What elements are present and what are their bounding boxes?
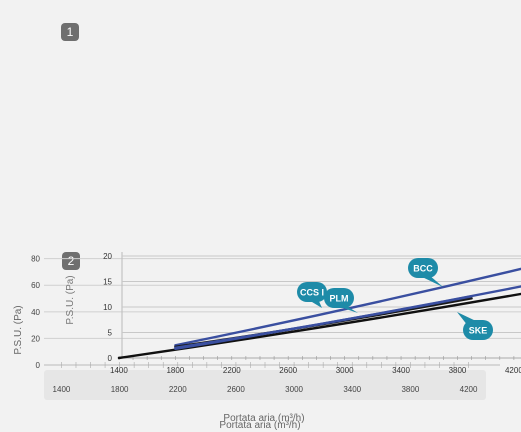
bg-x-tick-label: 3000 xyxy=(285,385,303,394)
callout-bcc xyxy=(408,258,438,278)
fg-x-tick-label: 2600 xyxy=(279,366,297,375)
bg-y-tick-label: 60 xyxy=(31,281,40,290)
fg-x-tick-label: 3000 xyxy=(336,366,354,375)
fg-x-tick-label: 3800 xyxy=(449,366,467,375)
bg-x-axis-label: Portata aria (m³/h) xyxy=(219,420,300,431)
fg-y-tick-label: 20 xyxy=(103,252,112,261)
bg-x-tick-label: 2200 xyxy=(169,385,187,394)
series-line-unnamed-4 xyxy=(174,285,521,351)
fg-x-tick-label: 4200 xyxy=(505,366,521,375)
fg-y-tick-label: 10 xyxy=(103,303,112,312)
bg-x-tick-label: 2600 xyxy=(227,385,245,394)
bg-x-tick-label: 1800 xyxy=(111,385,129,394)
series-line-bcc xyxy=(174,267,521,347)
fg-y-axis-label: P.S.U. (Pa) xyxy=(65,275,76,324)
bg-x-tick-label: 3800 xyxy=(401,385,419,394)
fg-x-tick-label: 1400 xyxy=(110,366,128,375)
fg-y-tick-label: 5 xyxy=(108,329,113,338)
callout-ske-label: SKE xyxy=(469,326,488,336)
bg-y-axis-label: P.S.U. (Pa) xyxy=(13,305,24,354)
bg-x-tick-label: 1400 xyxy=(53,385,71,394)
series-line-ske xyxy=(117,292,521,360)
fg-y-tick-label: 15 xyxy=(103,278,112,287)
bg-x-tick-label: 3400 xyxy=(343,385,361,394)
bg-y-tick-label: 40 xyxy=(31,308,40,317)
fg-x-tick-label: 3400 xyxy=(392,366,410,375)
callout-ske xyxy=(463,320,493,340)
bg-x-tick-label: 4200 xyxy=(460,385,478,394)
bg-y-tick-label: 0 xyxy=(36,361,41,370)
background-axis-band xyxy=(44,370,486,400)
callout-bcc-label: BCC xyxy=(413,264,433,274)
fg-x-axis-label: Portata aria (m³/h) xyxy=(223,413,304,424)
step-1-badge: 1 xyxy=(61,23,79,41)
fg-y-tick-label: 0 xyxy=(108,354,113,363)
step-2-badge: 2 xyxy=(62,252,80,270)
fg-x-tick-label: 1800 xyxy=(166,366,184,375)
fg-x-tick-label: 2200 xyxy=(223,366,241,375)
bg-y-tick-label: 20 xyxy=(31,334,40,343)
callout-ccs xyxy=(297,282,327,302)
bg-y-tick-label: 80 xyxy=(31,255,40,264)
callout-plm-label: PLM xyxy=(330,294,349,304)
callout-ccs-label: CCS I xyxy=(300,288,324,298)
callout-plm xyxy=(324,288,354,308)
